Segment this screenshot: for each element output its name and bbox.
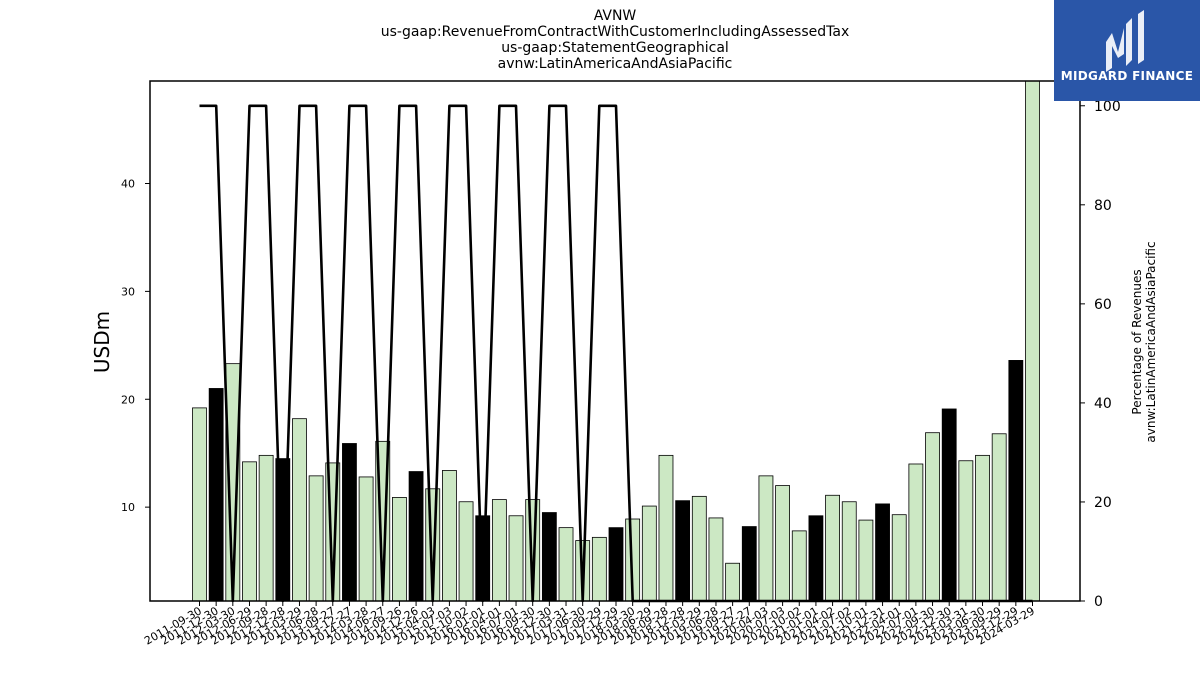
bar <box>775 485 790 602</box>
y-axis-label: USDm <box>90 310 114 374</box>
bar <box>908 463 924 602</box>
bar <box>741 526 757 602</box>
bar <box>308 475 324 602</box>
y2-axis-label-line-2: avnw:LatinAmericaAndAsiaPacific <box>1144 241 1158 443</box>
bar <box>208 388 224 602</box>
y2-tick-label: 60 <box>1094 297 1112 313</box>
y2-tick-label: 20 <box>1094 495 1112 511</box>
bar <box>608 527 624 602</box>
bar <box>192 407 207 602</box>
logo-mark-icon <box>1106 10 1144 72</box>
y2-tick-label: 80 <box>1094 198 1112 214</box>
bar <box>825 494 840 602</box>
bar <box>675 500 691 602</box>
bar <box>875 503 890 602</box>
chart-title: AVNW <box>593 8 637 24</box>
bar <box>558 527 574 602</box>
y2-tick-label: 0 <box>1094 594 1103 610</box>
plot-frame <box>149 80 1081 602</box>
bar <box>242 461 257 602</box>
chart-subtitle-1: us-gaap:RevenueFromContractWithCustomerI… <box>380 24 850 40</box>
bar <box>658 454 674 602</box>
bar <box>342 443 357 602</box>
y2-tick-label: 100 <box>1094 99 1121 115</box>
bar <box>758 475 774 602</box>
bar <box>958 460 974 602</box>
bar <box>258 454 274 602</box>
bar <box>925 432 940 602</box>
y2-axis-label: Percentage of Revenues avnw:LatinAmerica… <box>1130 241 1158 442</box>
bar <box>641 505 657 602</box>
bar <box>941 408 957 602</box>
bar <box>841 501 857 602</box>
percentage-line <box>199 104 1033 603</box>
midgard-finance-logo: MIDGARD FINANCE <box>1054 0 1200 101</box>
y-tick-label: 20 <box>121 393 135 406</box>
bar <box>591 536 607 602</box>
bar <box>725 562 741 602</box>
y-tick-label: 10 <box>121 501 135 514</box>
bar <box>708 517 724 602</box>
chart-subtitle-3: avnw:LatinAmericaAndAsiaPacific <box>497 56 733 72</box>
bar <box>691 495 707 602</box>
bar <box>541 512 557 602</box>
bar <box>975 454 990 602</box>
y-tick-label: 30 <box>121 285 135 298</box>
bar <box>791 530 807 602</box>
bar <box>858 519 874 602</box>
bar <box>508 515 524 602</box>
bar <box>441 470 457 602</box>
bar <box>358 476 374 602</box>
bar <box>408 471 424 602</box>
bar <box>991 433 1007 602</box>
bar <box>292 418 307 602</box>
bar <box>1008 360 1024 602</box>
bar <box>1025 80 1040 602</box>
bar <box>458 501 474 602</box>
bar <box>891 514 907 602</box>
y2-axis-label-line-1: Percentage of Revenues <box>1130 269 1144 415</box>
y2-tick-label: 40 <box>1094 396 1112 412</box>
logo-text: MIDGARD FINANCE <box>1060 69 1194 83</box>
bar <box>808 515 824 602</box>
bar <box>392 497 407 602</box>
chart-subtitle-2: us-gaap:StatementGeographical <box>501 40 729 56</box>
y-tick-label: 40 <box>121 177 135 190</box>
bar <box>491 499 507 602</box>
